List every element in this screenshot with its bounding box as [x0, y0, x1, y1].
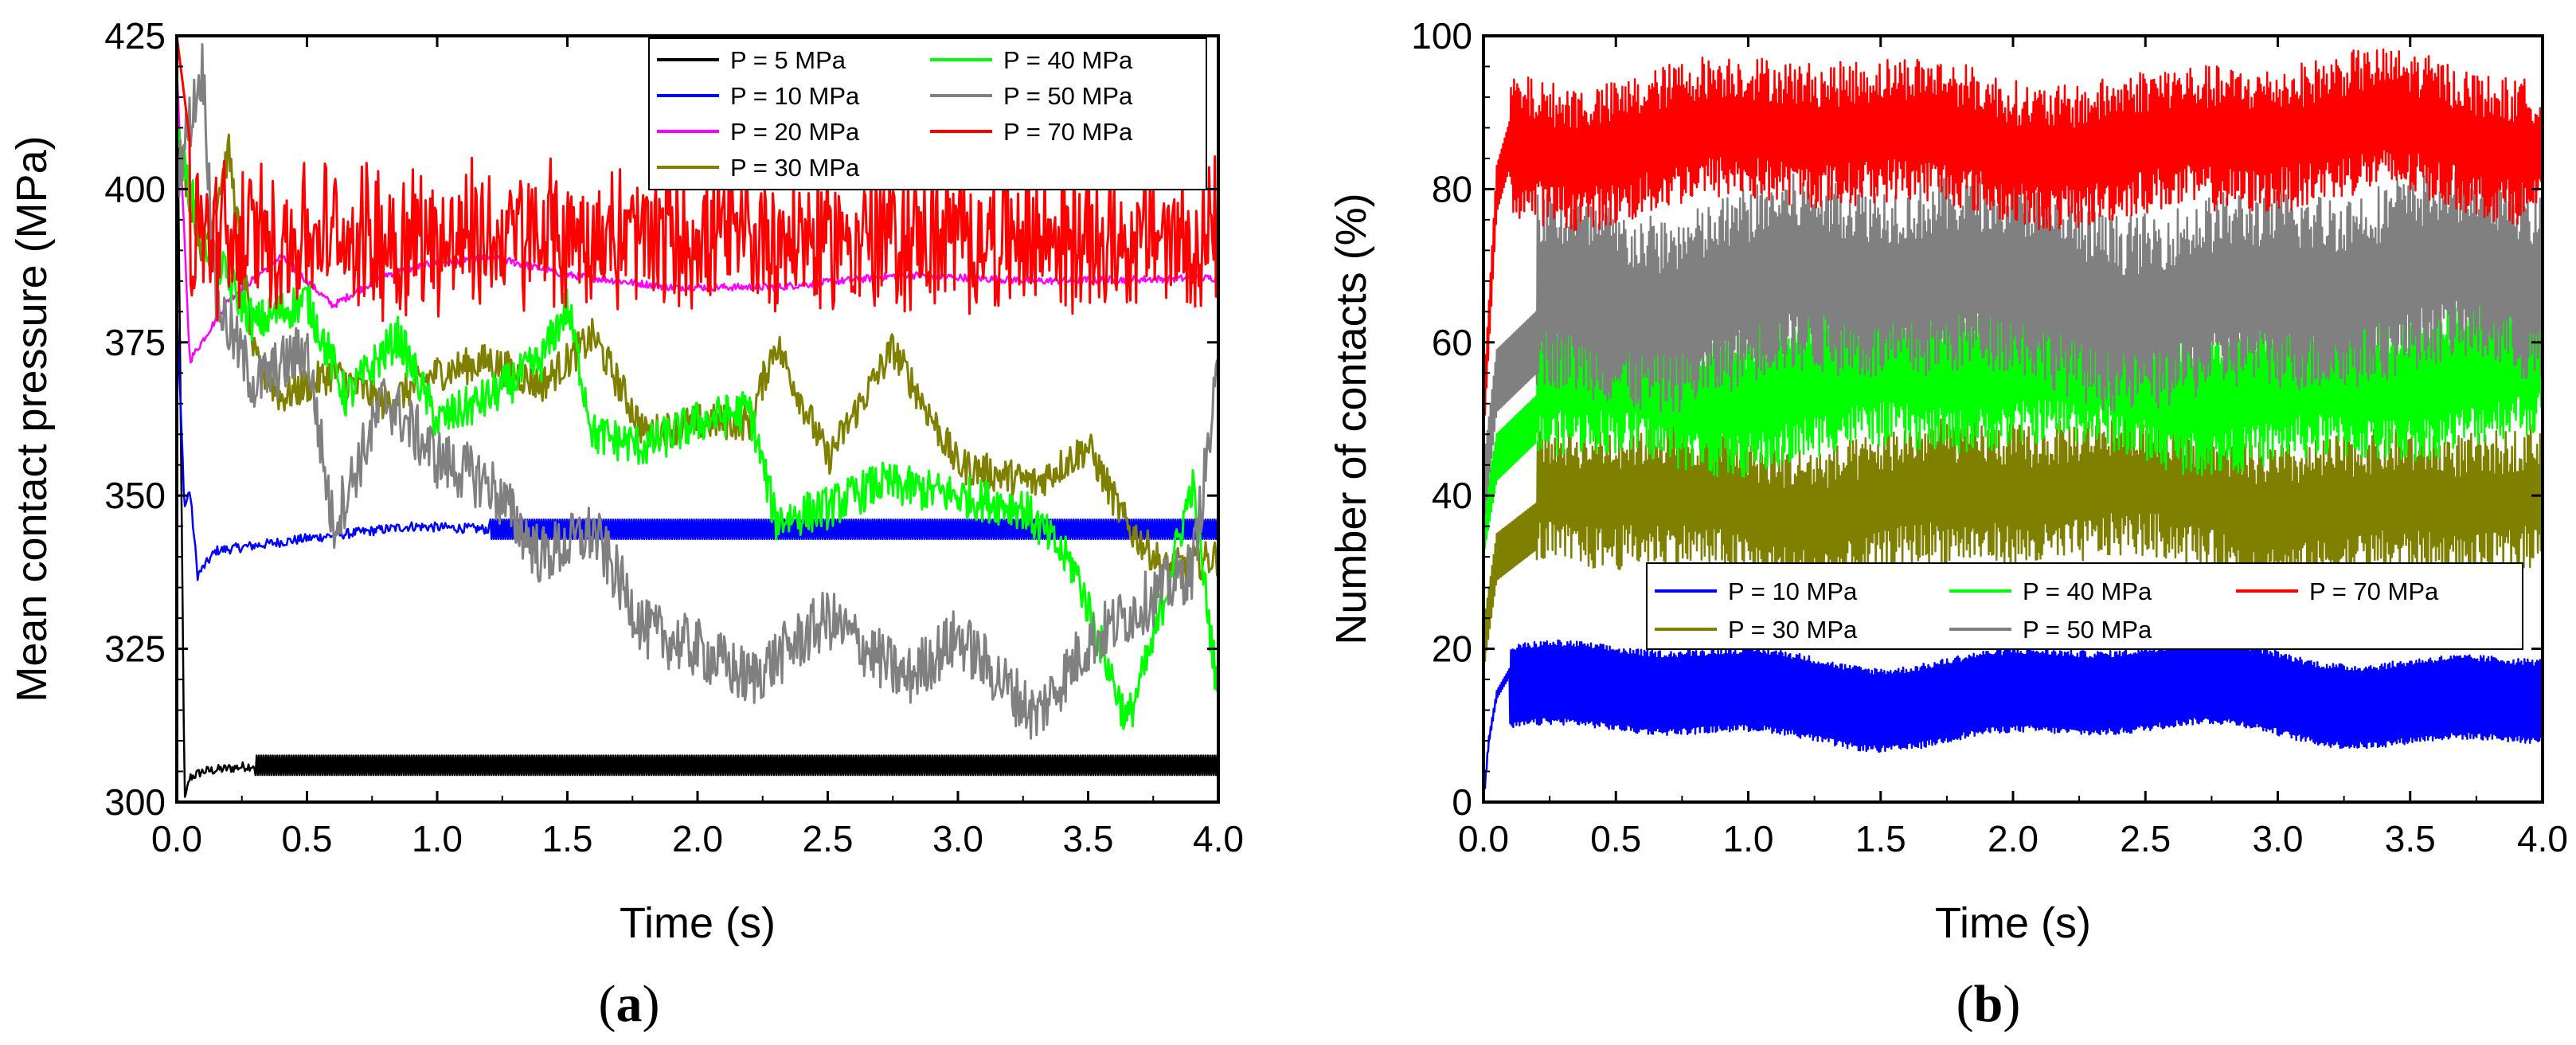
- chart-a-xtick-label: 1.0: [412, 818, 463, 859]
- chart-a-xtick-label: 3.5: [1063, 818, 1114, 859]
- chart-b-xtick-label: 1.5: [1855, 818, 1906, 859]
- chart-a-legend: P = 5 MPa P = 10 MPa P = 20 MPa P = 30 MPa P…: [648, 37, 1207, 190]
- chart-b-number-of-contacts: 0.0 0.5 1.0 1.5 2.0 2.5 3.0 3.5 4.0020406080100 …: [1327, 15, 2568, 1033]
- chart-a-ytick-label: 375: [104, 322, 166, 363]
- chart-b-series-p-70-mpa: [1482, 48, 2544, 442]
- chart-a-ylabel: Mean contact pressure (MPa): [8, 135, 56, 702]
- chart-a-legend-box: [648, 37, 1207, 190]
- chart-a-xtick-label: 0.0: [151, 818, 202, 859]
- chart-a-series-p-10-mpa: [175, 308, 1220, 581]
- chart-b-legend-label-p-40-mpa: P = 40 MPa: [2023, 577, 2152, 605]
- chart-a-series-p-5-mpa: [175, 35, 1220, 798]
- chart-b-xtick-label: 2.5: [2120, 818, 2171, 859]
- chart-b-ytick-label: 0: [1452, 781, 1472, 823]
- chart-b-series-p-10-mpa: [1482, 639, 2544, 803]
- chart-b-legend-label-p-10-mpa: P = 10 MPa: [1728, 577, 1858, 605]
- chart-a-series-p-40-mpa: [175, 127, 1220, 730]
- caption-a: (a): [599, 975, 660, 1033]
- chart-a-xtick-label: 2.0: [672, 818, 723, 859]
- chart-a-xlabel: Time (s): [620, 899, 776, 947]
- chart-a-xtick-label: 3.0: [932, 818, 983, 859]
- chart-b-ytick-label: 20: [1432, 628, 1472, 670]
- chart-b-ytick-label: 40: [1432, 475, 1472, 516]
- chart-b-xtick-label: 3.0: [2253, 818, 2304, 859]
- chart-a-ytick-label: 400: [104, 168, 166, 209]
- chart-a-legend-label-p-20-mpa: P = 20 MPa: [730, 118, 860, 146]
- chart-b-ytick-label: 100: [1411, 15, 1472, 57]
- chart-a-ytick-label: 350: [104, 475, 166, 516]
- chart-b-legend: P = 10 MPa P = 30 MPa P = 40 MPa P = 50 MPa…: [1646, 562, 2523, 650]
- caption-b: (b): [1956, 975, 2021, 1033]
- chart-a-legend-label-p-50-mpa: P = 50 MPa: [1003, 82, 1133, 110]
- chart-a-xtick-label: 0.5: [282, 818, 333, 859]
- chart-a-ytick-label: 300: [104, 781, 166, 823]
- chart-a-legend-label-p-40-mpa: P = 40 MPa: [1003, 46, 1133, 74]
- chart-b-xtick-label: 1.0: [1723, 818, 1774, 859]
- chart-a-axes: 0.0 0.5 1.0 1.5 2.0 2.5 3.0 3.5 4.0 300 325 350 375 4…: [104, 15, 1244, 859]
- chart-b-xtick-label: 3.5: [2385, 818, 2436, 859]
- chart-b-xtick-label: 4.0: [2517, 818, 2568, 859]
- chart-b-axes: 0.0 0.5 1.0 1.5 2.0 2.5 3.0 3.5 4.0 0 20 40 60 80 100: [1411, 15, 2568, 859]
- chart-b-xtick-label: 0.5: [1590, 818, 1641, 859]
- chart-a-legend-label-p-70-mpa: P = 70 MPa: [1003, 118, 1133, 146]
- chart-b-xtick-label: 2.0: [1988, 818, 2039, 859]
- chart-b-ylabel: Number of contacts (%): [1327, 193, 1375, 644]
- chart-a-series-p-50-mpa: [175, 43, 1219, 740]
- chart-b-xlabel: Time (s): [1935, 899, 2091, 947]
- chart-b-ytick-label: 60: [1432, 322, 1472, 363]
- chart-a-xtick-label: 1.5: [542, 818, 593, 859]
- chart-a-ytick-label: 325: [104, 628, 166, 670]
- chart-b-ytick-label: 80: [1432, 168, 1472, 209]
- chart-a-ytick-label: 425: [104, 15, 166, 57]
- chart-b-legend-label-p-50-mpa: P = 50 MPa: [2023, 616, 2152, 644]
- chart-a-legend-label-p-10-mpa: P = 10 MPa: [730, 82, 860, 110]
- chart-b-legend-label-p-70-mpa: P = 70 MPa: [2309, 577, 2439, 605]
- chart-a-mean-contact-pressure: 0.0 0.5 1.0 1.5 2.0 2.5 3.0 3.5 4.0 300 325 350 375 4…: [8, 15, 1244, 1033]
- chart-a-legend-label-p-5-mpa: P = 5 MPa: [730, 46, 846, 74]
- chart-b-legend-label-p-30-mpa: P = 30 MPa: [1728, 616, 1858, 644]
- chart-b-legend-box: [1646, 562, 2523, 650]
- chart-b-series-group: [1482, 48, 2544, 803]
- chart-a-xtick-label: 2.5: [803, 818, 854, 859]
- chart-b-xtick-label: 0.0: [1458, 818, 1509, 859]
- chart-a-legend-label-p-30-mpa: P = 30 MPa: [730, 154, 860, 182]
- chart-a-xtick-label: 4.0: [1193, 818, 1244, 859]
